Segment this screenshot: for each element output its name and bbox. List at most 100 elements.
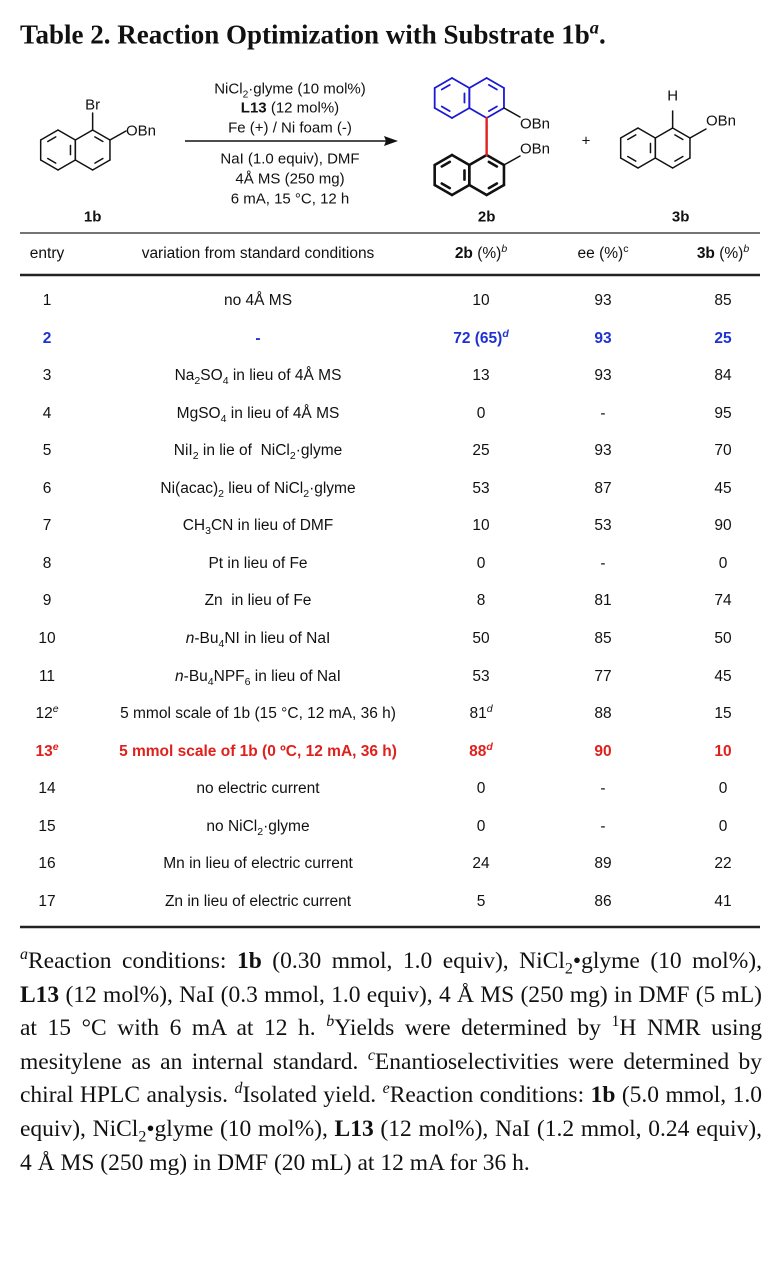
footnote-text: Isolated yield. [242, 1082, 383, 1109]
table-cell: 10 [472, 517, 489, 535]
table-cell: 85 [594, 630, 611, 648]
table-cell: 88d [469, 740, 493, 761]
footnote-text: (12 mol%), NaI (0.3 mmol, 1.0 equiv), 4 … [20, 981, 762, 1042]
table-cell-text: -Bu [183, 667, 208, 685]
atom-label: OBn [126, 123, 156, 140]
atom-label-text: Br [85, 96, 101, 114]
table-cell-text: 88 [594, 705, 612, 723]
table-cell-text: 8 [42, 554, 52, 572]
table-cell-text: 5 mmol scale of 1b (0 ºC, 12 mA, 36 h) [119, 742, 397, 760]
footnote-text: Enantioselectivities were determined by … [20, 1048, 762, 1109]
table-cell-sub: 4 [220, 412, 227, 425]
table-cell: 24 [472, 855, 489, 873]
bond [671, 157, 691, 169]
title-b: 1b [561, 19, 590, 50]
column-header-text: variation from standard conditions [141, 245, 375, 262]
table-cell-text: 74 [714, 592, 732, 610]
footnote-b: 1b [590, 1082, 616, 1109]
table-cell-text: 50 [714, 629, 732, 647]
table-cell: 5 [477, 893, 486, 911]
table-cell: 17 [38, 893, 55, 911]
table-cell-sup: d [502, 327, 509, 340]
title-text: Table 2. Reaction Optimization with Subs… [20, 19, 562, 50]
table-cell: - [600, 818, 605, 836]
table-cell: 93 [594, 330, 611, 348]
table-cell: 0 [477, 555, 486, 573]
table-cell-text: 11 [38, 667, 56, 685]
table-cell-text: 17 [38, 892, 56, 910]
table-cell-text: ·glyme [295, 442, 343, 460]
condition-sub: 2 [242, 89, 249, 101]
bond [627, 155, 637, 162]
table-cell-text: no 4Å MS [223, 292, 293, 309]
table-cell-text: 87 [594, 479, 612, 497]
column-header: 2b (%)b [455, 244, 507, 263]
table-cell-text: 95 [714, 404, 732, 422]
table-cell: 86 [594, 893, 611, 911]
table-cell: 53 [472, 668, 489, 686]
atom-label-text: OBn [519, 115, 550, 133]
column-header-text: ee (%) [577, 245, 624, 262]
table-cell: 70 [714, 442, 731, 460]
table-cell-text: 89 [594, 855, 612, 873]
bond [440, 182, 452, 190]
condition: 4Å MS (250 mg) [235, 171, 344, 188]
table-cell-text: 22 [714, 855, 732, 873]
table-cell: Na2SO4 in lieu of 4Å MS [175, 367, 342, 386]
table-cell: n-Bu4NPF6 in lieu of NaI [175, 667, 341, 687]
bond [627, 134, 637, 141]
table-cell: 88 [594, 705, 611, 723]
table-cell-text: no NiCl [206, 817, 258, 835]
footnote-text: •glyme (10 mol%), [146, 1115, 335, 1142]
table-cell-text: 1 [42, 292, 52, 309]
table-cell: 93 [594, 367, 611, 385]
table-cell-sub: 3 [205, 525, 211, 538]
table-cell-i: n [185, 629, 195, 647]
table-cell: CH3CN in lieu of DMF [183, 517, 334, 538]
table-cell: 10 [38, 630, 55, 648]
table-cell-text: - [255, 329, 261, 347]
table-cell-text: 10 [472, 517, 490, 535]
column-header-text: entry [29, 245, 65, 262]
table-cell-text: in lieu of 4Å MS [226, 404, 340, 422]
table-cell-text: 53 [594, 517, 612, 535]
table-cell: MgSO4 in lieu of 4Å MS [177, 404, 340, 425]
footnote-text: (5.0 mmol, 1.0 equiv), NiCl [20, 1082, 763, 1142]
table-cell-text: - [600, 817, 606, 835]
bond [451, 107, 471, 119]
table-cell: - [255, 330, 260, 348]
condition-text: 4Å MS (250 mg) [235, 170, 345, 188]
table-cell-text: in lieu of NaI [250, 667, 341, 685]
bond [440, 160, 452, 168]
table-cell-sup: d [486, 740, 493, 753]
table-cell-sup: d [486, 702, 493, 715]
atom-label: OBn [520, 116, 550, 133]
condition: L13 (12 mol%) [241, 100, 339, 117]
condition-text: ·glyme (10 mol%) [248, 80, 366, 98]
footnote-sub: 2 [564, 960, 573, 978]
table-cell: 93 [594, 292, 611, 310]
footnote-sup: b [326, 1013, 335, 1031]
table-cell-text: CN in lieu of DMF [210, 517, 334, 535]
bond [503, 107, 521, 118]
bond [468, 107, 488, 119]
table-cell-text: Mn in lieu of electric current [163, 855, 353, 873]
column-header-text: (%) [472, 245, 502, 262]
table-cell-text: 5 [476, 892, 486, 910]
table-cell: no NiCl2·glyme [206, 817, 310, 837]
condition-text: Fe (+) / Ni foam (-) [228, 119, 352, 137]
bond [468, 183, 488, 197]
table-cell: 5 [43, 442, 52, 460]
table-cell-text: no electric current [196, 780, 320, 798]
table-cell-text: ·glyme [263, 817, 310, 835]
condition-text: NiCl [214, 80, 243, 98]
plus-sign-text: + [581, 132, 591, 150]
bond [47, 157, 57, 164]
table-cell-text: 86 [594, 892, 612, 910]
footnote-b: L13 [334, 1115, 374, 1142]
table-cell-text: 9 [42, 592, 52, 610]
table-cell: 10 [714, 743, 731, 761]
bond [94, 157, 104, 164]
bond [487, 182, 499, 190]
